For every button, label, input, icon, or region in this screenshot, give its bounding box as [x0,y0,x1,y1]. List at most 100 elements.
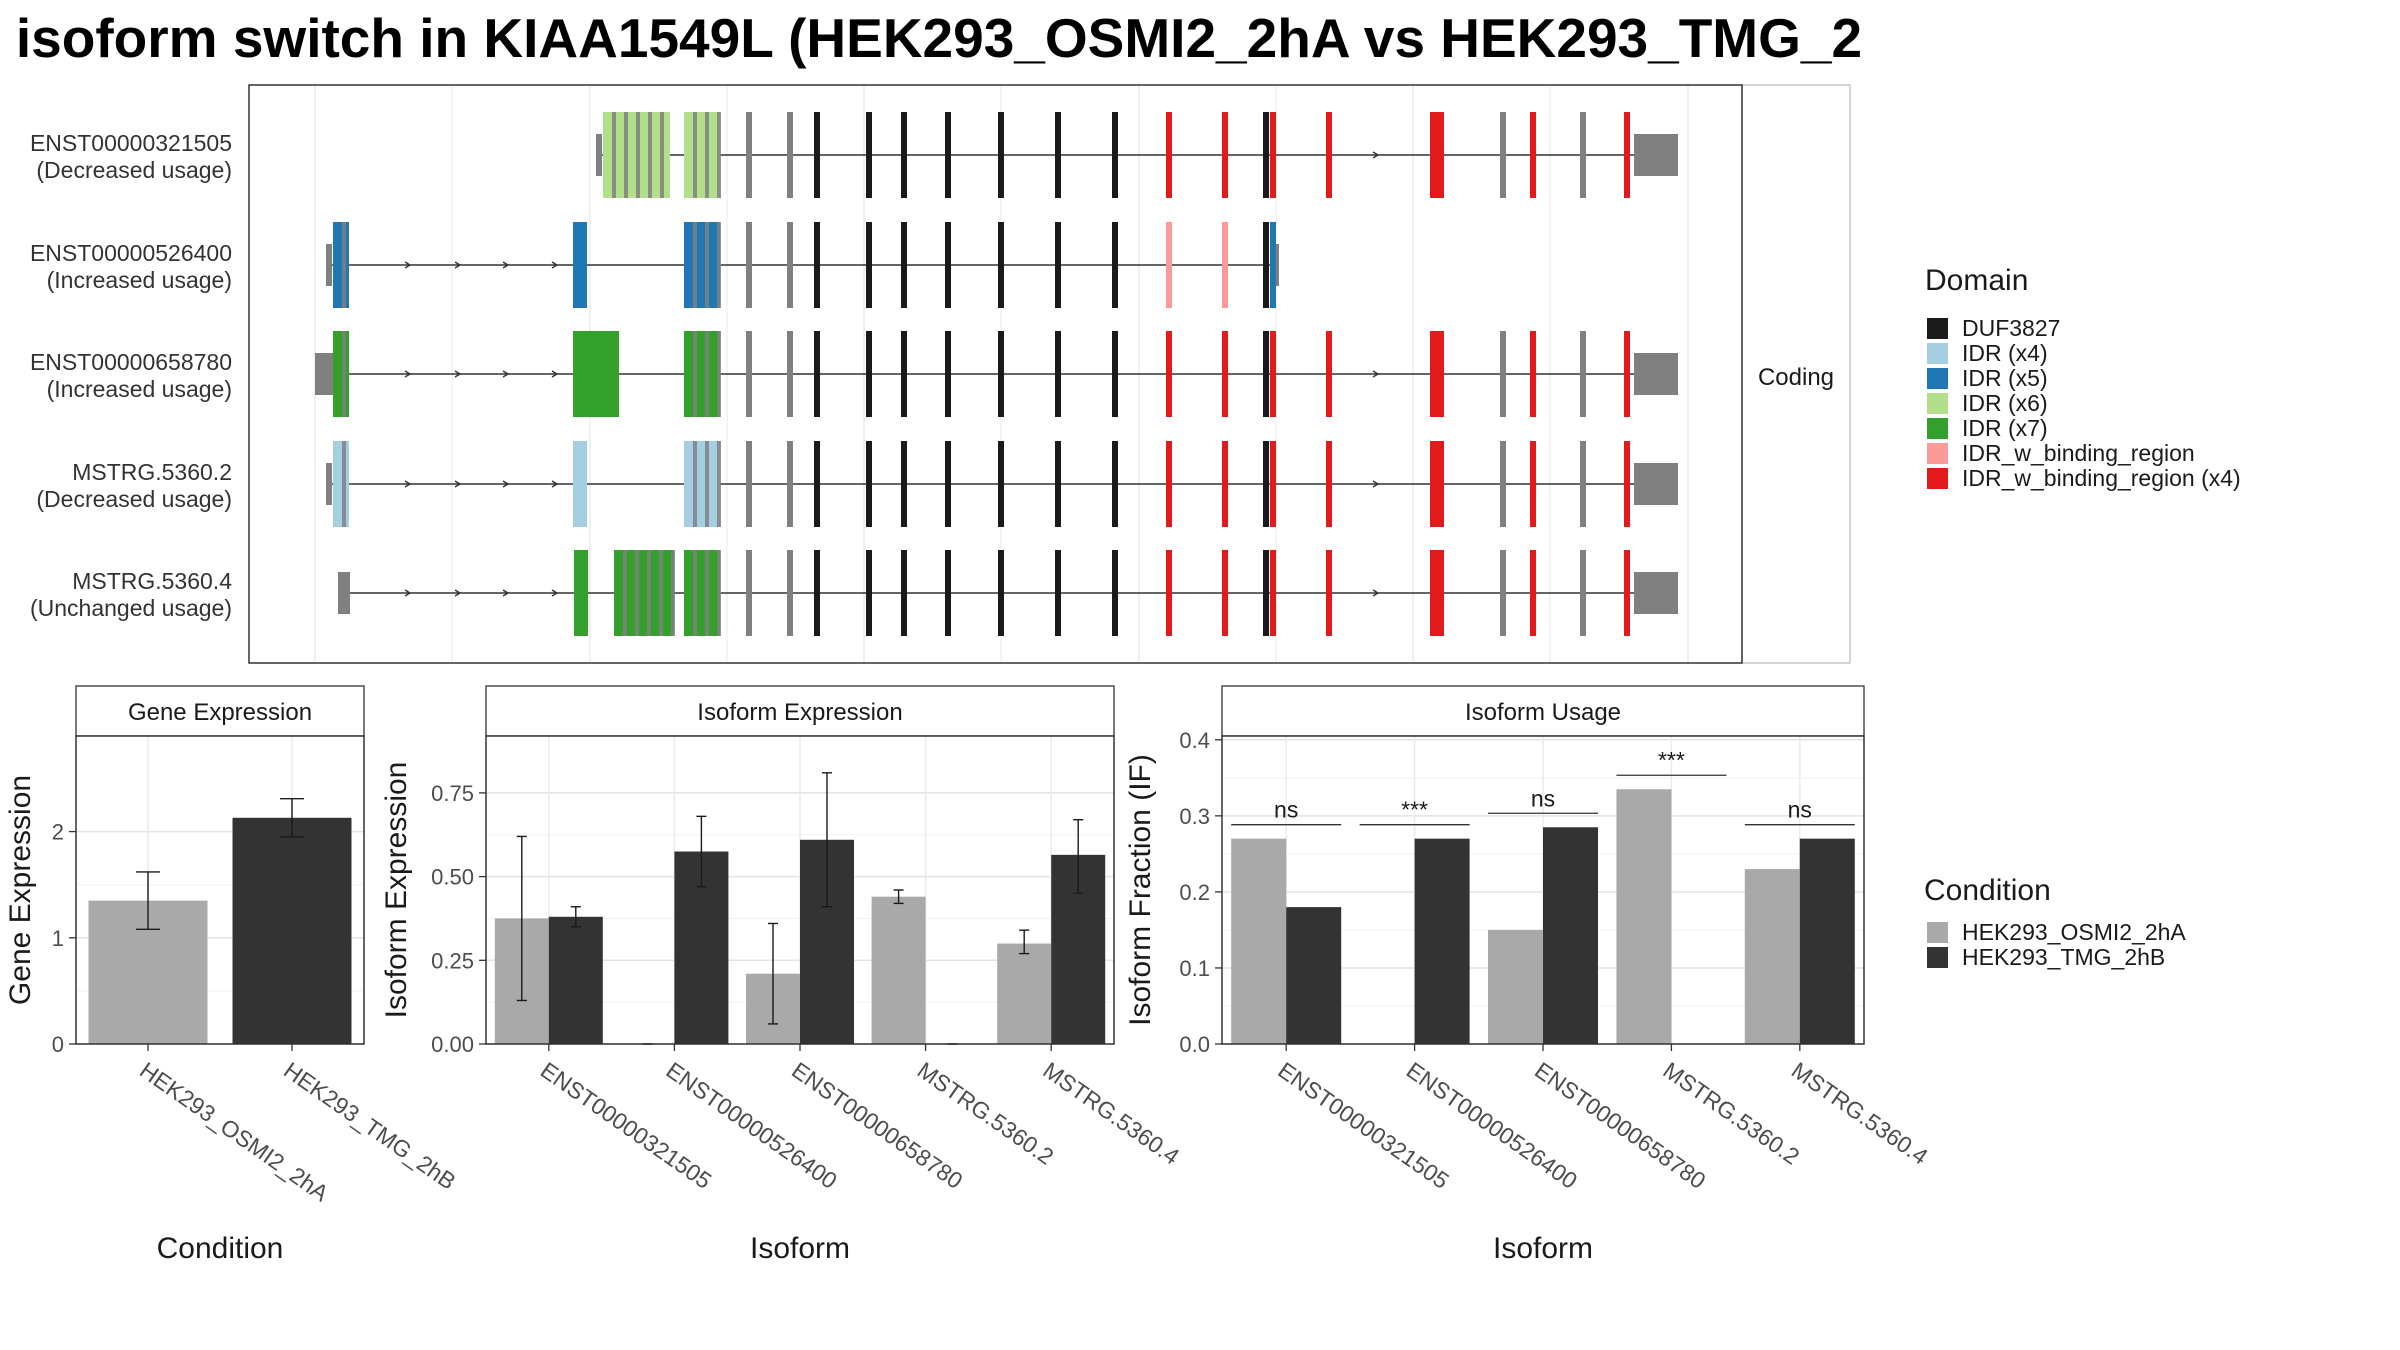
exon-large [1430,550,1444,636]
strand-arrow [1372,370,1380,378]
domain-legend-label: IDR (x4) [1962,340,2048,366]
exon [1263,331,1269,417]
y-axis-title: Gene Expression [4,775,37,1005]
exon [1166,331,1172,417]
exon [1166,222,1172,308]
exon-boundary-stripe [342,441,346,527]
strand-arrow [551,480,559,488]
domain-legend-label: IDR (x6) [1962,390,2048,416]
condition-legend-label: HEK293_TMG_2hB [1962,944,2165,970]
exon [1055,441,1061,527]
panel-strip [75,685,365,737]
exon [1580,441,1586,527]
exon [1222,112,1228,198]
y-tick-label: 0.00 [431,1032,474,1057]
exon [1112,222,1118,308]
domain-exon-block [684,550,720,636]
exon-boundary-stripe [659,550,663,636]
exon-boundary-stripe [705,112,709,198]
exon [1263,112,1269,198]
exon-boundary-stripe [693,331,697,417]
exon [1624,112,1630,198]
strand-arrow [454,480,462,488]
exon [901,441,907,527]
domain-legend-label: IDR_w_binding_region [1962,440,2195,466]
panel-title: Isoform Usage [1465,699,1621,726]
exon [1326,441,1332,527]
exon [814,112,820,198]
y-tick-label: 0.0 [1179,1032,1210,1057]
panel-border [485,735,1115,1045]
exon [746,331,752,417]
exon-large [1430,441,1444,527]
exon-boundary-stripe [660,112,664,198]
domain-exon-block [573,222,587,308]
exon [1530,331,1536,417]
exon [814,222,820,308]
exon [787,550,793,636]
x-tick-label: MSTRG.5360.4 [1787,1057,1933,1170]
exon [945,441,951,527]
exon [866,441,872,527]
exon [1055,331,1061,417]
exon [1530,441,1536,527]
utr-exon [326,244,332,286]
exon [1055,222,1061,308]
domain-legend-swatch [1927,468,1948,489]
panel-border [1221,735,1865,1045]
y-tick-label: 0 [52,1032,64,1057]
exon [1530,112,1536,198]
exon [866,112,872,198]
exon [998,112,1004,198]
bar [1286,907,1342,1044]
exon-boundary-stripe [693,112,697,198]
facet-strip [1741,84,1851,664]
domain-legend-swatch [1927,318,1948,339]
utr-exon [1634,572,1678,614]
transcript-usage-label: (Increased usage) [47,267,232,293]
panel-title: Gene Expression [128,699,312,726]
panel-strip [485,685,1115,737]
exon [1580,550,1586,636]
bar [871,896,926,1044]
exon-boundary-stripe [623,550,627,636]
condition-legend-label: HEK293_OSMI2_2hA [1962,919,2186,945]
utr-exon [338,572,350,614]
significance-label: ns [1531,785,1555,811]
transcript-usage-label: (Unchanged usage) [30,595,232,621]
exon [1500,112,1506,198]
condition-legend-title: Condition [1924,874,2051,907]
exon-boundary-stripe [717,441,721,527]
exon [814,441,820,527]
exon-large [1430,112,1444,198]
exon [746,441,752,527]
exon [945,222,951,308]
domain-legend-label: IDR (x7) [1962,415,2048,441]
exon [1624,550,1630,636]
domain-legend-label: DUF3827 [1962,315,2060,341]
domain-legend-label: IDR (x5) [1962,365,2048,391]
significance-label: ns [1788,797,1812,823]
utr-exon [315,353,333,395]
facet-strip-label: Coding [1758,364,1834,391]
exon [787,222,793,308]
y-tick-label: 0.4 [1179,728,1210,753]
transcript-id-label: ENST00000321505 [30,130,232,156]
utr-exon [1634,134,1678,176]
exon-boundary-stripe [717,550,721,636]
strand-arrow [454,261,462,269]
y-tick-label: 0.25 [431,948,474,973]
exon [998,222,1004,308]
exon-boundary-stripe [705,222,709,308]
exon-boundary-stripe [693,550,697,636]
exon [1500,331,1506,417]
exon [866,550,872,636]
exon-boundary-stripe [671,550,675,636]
exon-boundary-stripe [635,550,639,636]
exon [1270,112,1276,198]
exon [1530,550,1536,636]
exon [901,112,907,198]
condition-legend-swatch [1927,947,1948,968]
domain-exon-block [574,550,588,636]
exon-large [1430,331,1444,417]
